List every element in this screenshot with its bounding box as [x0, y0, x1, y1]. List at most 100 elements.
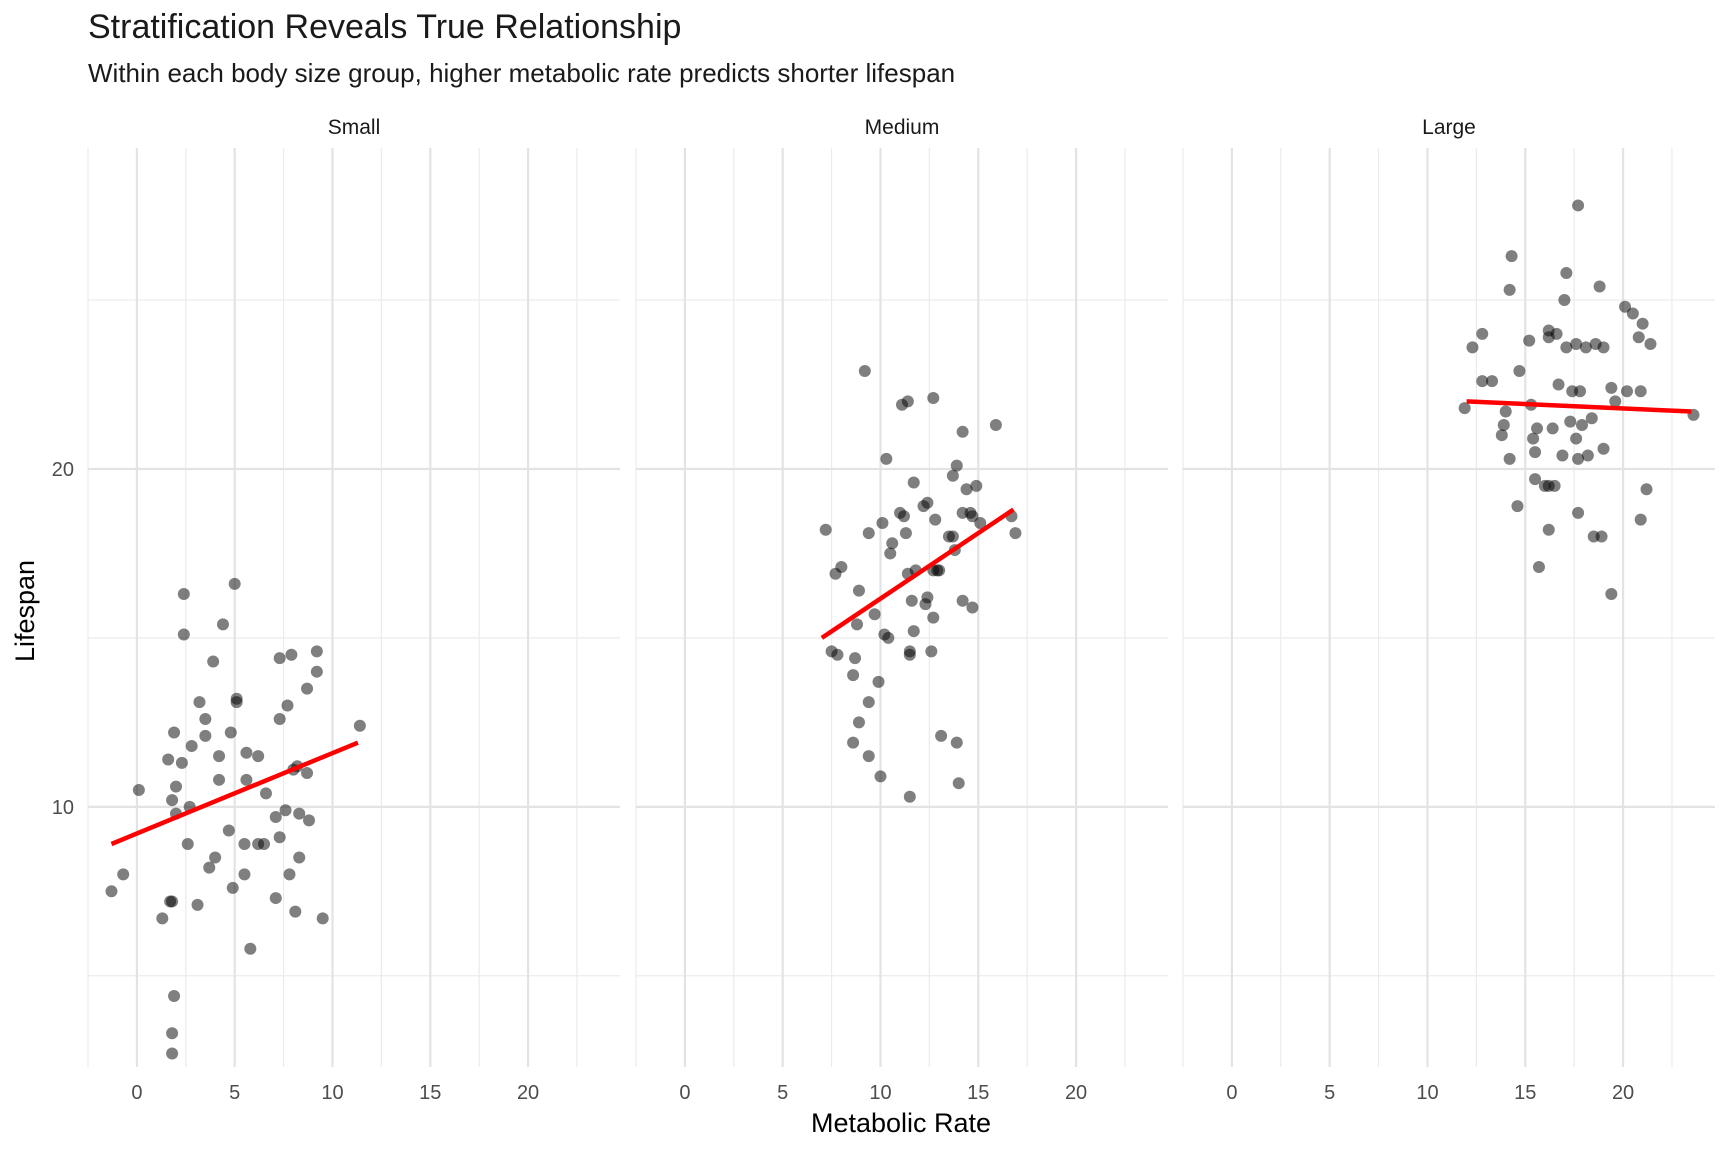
data-point: [852, 716, 865, 729]
data-point: [301, 767, 314, 780]
data-point: [1476, 375, 1489, 388]
data-point: [1499, 405, 1512, 418]
data-point: [259, 787, 272, 800]
chart-subtitle: Within each body size group, higher meta…: [88, 58, 956, 88]
data-point: [1597, 442, 1610, 455]
data-point: [862, 527, 875, 540]
data-point: [929, 513, 942, 526]
data-point: [1572, 452, 1585, 465]
data-point: [1570, 337, 1583, 350]
x-tick-label: 10: [321, 1082, 343, 1104]
data-point: [252, 750, 265, 763]
data-point: [177, 628, 190, 641]
facet-strip-label: Medium: [865, 116, 940, 139]
data-point: [1513, 364, 1526, 377]
regression-line: [820, 507, 1015, 640]
facet-strip-label: Large: [1422, 116, 1476, 139]
data-point: [1503, 283, 1516, 296]
data-point: [1585, 412, 1598, 425]
facet-strip-label: Small: [328, 116, 381, 139]
data-point: [226, 881, 239, 894]
data-point: [224, 726, 237, 739]
data-point: [166, 794, 179, 807]
data-point: [935, 729, 948, 742]
data-point: [1581, 449, 1594, 462]
data-point: [966, 601, 979, 614]
data-point: [1574, 385, 1587, 398]
data-point: [273, 712, 286, 725]
data-point: [1531, 422, 1544, 435]
data-point: [240, 773, 253, 786]
data-point: [1626, 307, 1639, 320]
data-point: [868, 608, 881, 621]
data-point: [1605, 587, 1618, 600]
data-point: [1505, 250, 1518, 263]
x-tick-label: 10: [869, 1082, 891, 1104]
data-point: [1497, 419, 1510, 432]
data-point: [213, 773, 226, 786]
data-point: [884, 547, 897, 560]
data-point: [952, 777, 965, 790]
data-point: [847, 736, 860, 749]
data-point: [303, 814, 316, 827]
data-point: [872, 675, 885, 688]
data-point: [244, 942, 257, 955]
y-tick-label: 20: [52, 459, 74, 481]
data-point: [1550, 327, 1563, 340]
data-point: [1595, 530, 1608, 543]
data-point: [1560, 267, 1573, 280]
x-tick-label: 15: [1514, 1082, 1536, 1104]
data-point: [1632, 331, 1645, 344]
data-point: [166, 1047, 179, 1060]
data-point: [258, 838, 271, 851]
data-point: [269, 892, 282, 905]
data-point: [907, 476, 920, 489]
data-point: [132, 783, 145, 796]
data-point: [903, 648, 916, 661]
data-point: [1556, 449, 1569, 462]
data-point: [925, 645, 938, 658]
data-point: [1548, 479, 1561, 492]
data-point: [1466, 341, 1479, 354]
data-point: [105, 885, 118, 898]
chart-title: Stratification Reveals True Relationship: [88, 8, 682, 46]
data-point: [903, 790, 916, 803]
data-point: [216, 618, 229, 631]
data-point: [852, 584, 865, 597]
data-point: [1579, 341, 1592, 354]
regression-line: [1466, 399, 1692, 414]
data-point: [907, 625, 920, 638]
data-point: [207, 655, 220, 668]
x-tick-label: 10: [1416, 1082, 1438, 1104]
data-point: [289, 905, 302, 918]
x-tick-label: 20: [1612, 1082, 1634, 1104]
facet-panel-medium: Medium 0 5 10 15 20: [635, 116, 1168, 1104]
data-point: [960, 483, 973, 496]
data-point: [966, 510, 979, 523]
data-point: [921, 591, 934, 604]
data-point: [851, 618, 864, 631]
data-point: [1542, 523, 1555, 536]
x-tick-label: 5: [777, 1082, 788, 1104]
data-point: [301, 682, 314, 695]
data-point: [1570, 432, 1583, 445]
data-point: [1609, 395, 1622, 408]
data-point: [1546, 422, 1559, 435]
data-point: [230, 696, 243, 709]
data-point: [950, 459, 963, 472]
x-tick-label: 20: [1065, 1082, 1087, 1104]
x-tick-label: 20: [517, 1082, 539, 1104]
data-point: [193, 696, 206, 709]
data-point: [293, 851, 306, 864]
data-point: [1636, 317, 1649, 330]
data-point: [283, 868, 296, 881]
data-point: [882, 631, 895, 644]
data-point: [1486, 375, 1499, 388]
x-tick-label: 15: [419, 1082, 441, 1104]
data-point: [956, 594, 969, 607]
facet-panel-large: Large 0 5 10 15 20: [1182, 116, 1715, 1104]
data-point: [269, 810, 282, 823]
data-point: [175, 756, 188, 769]
data-point: [166, 1027, 179, 1040]
